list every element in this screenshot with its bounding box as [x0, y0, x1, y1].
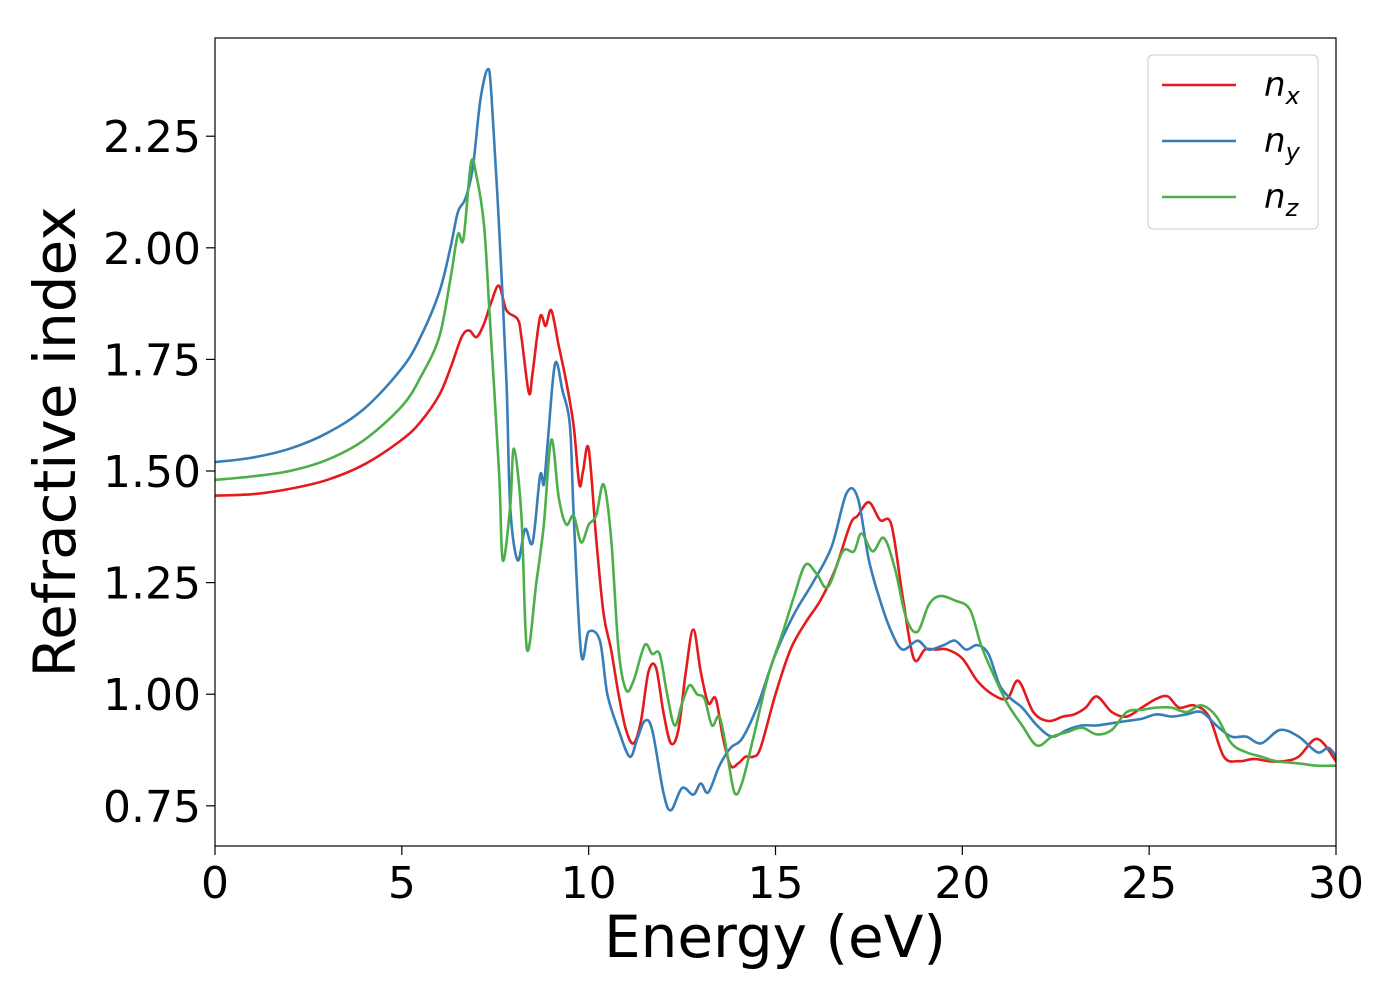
legend-label-main: n	[1264, 65, 1286, 105]
series-line-nx	[215, 284, 1336, 769]
legend-label-main: n	[1264, 121, 1286, 161]
legend-label-main: n	[1264, 177, 1286, 217]
series-layer	[215, 67, 1336, 812]
x-tick-label: 0	[201, 858, 229, 909]
series-line-ny	[215, 67, 1336, 812]
x-tick-label: 30	[1308, 858, 1364, 909]
legend-label-subscript: x	[1285, 82, 1301, 110]
y-tick-label: 2.25	[103, 112, 201, 163]
y-tick-label: 2.00	[103, 224, 201, 275]
x-tick-label: 5	[388, 858, 416, 909]
x-tick-label: 15	[748, 858, 804, 909]
y-tick-label: 0.75	[103, 782, 201, 833]
legend-label-nx: nx	[1264, 65, 1301, 110]
x-tick-label: 25	[1121, 858, 1177, 909]
legend-label-nz: nz	[1264, 177, 1300, 222]
y-tick-label: 1.25	[103, 559, 201, 610]
x-axis-label: Energy (eV)	[604, 903, 946, 971]
x-tick-label: 20	[934, 858, 990, 909]
y-axis-ticks: 0.75 1.00 1.25 1.50 1.75 2.00 2.25	[103, 112, 215, 833]
y-axis-label: Refractive index	[21, 206, 89, 677]
x-axis-ticks: 0 5 10 15 20 25 30	[201, 846, 1364, 909]
y-tick-label: 1.50	[103, 447, 201, 498]
legend-label-ny: ny	[1264, 121, 1301, 166]
x-tick-label: 10	[561, 858, 617, 909]
legend-label-subscript: z	[1285, 194, 1300, 222]
y-tick-label: 1.75	[103, 335, 201, 386]
y-tick-label: 1.00	[103, 670, 201, 721]
legend-label-subscript: y	[1285, 138, 1301, 166]
series-line-nz	[215, 157, 1336, 796]
